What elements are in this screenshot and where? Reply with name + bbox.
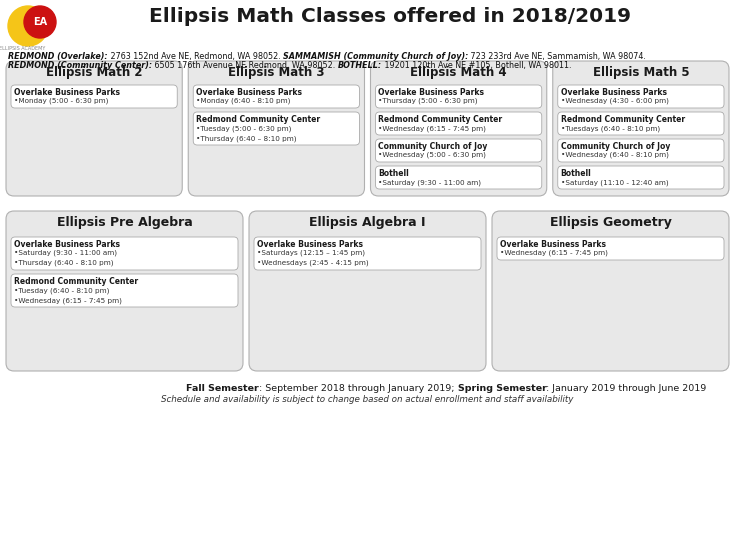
FancyBboxPatch shape	[6, 61, 182, 196]
Text: 2763 152nd Ave NE, Redmond, WA 98052.: 2763 152nd Ave NE, Redmond, WA 98052.	[107, 52, 283, 61]
Text: •Thursday (5:00 - 6:30 pm): •Thursday (5:00 - 6:30 pm)	[379, 98, 478, 105]
Text: Ellipsis Math 2: Ellipsis Math 2	[46, 66, 143, 79]
FancyBboxPatch shape	[558, 112, 724, 135]
Text: •Tuesdays (6:40 - 8:10 pm): •Tuesdays (6:40 - 8:10 pm)	[561, 125, 660, 132]
Text: ELLIPSIS ACADEMY: ELLIPSIS ACADEMY	[0, 46, 45, 51]
Text: •Wednesday (4:30 - 6:00 pm): •Wednesday (4:30 - 6:00 pm)	[561, 98, 669, 105]
Text: Community Church of Joy: Community Church of Joy	[561, 142, 670, 151]
FancyBboxPatch shape	[249, 211, 486, 371]
Circle shape	[8, 6, 48, 46]
Text: •Saturdays (12:15 – 1:45 pm): •Saturdays (12:15 – 1:45 pm)	[257, 250, 365, 256]
Text: EA: EA	[33, 17, 47, 27]
Text: REDMOND (Overlake):: REDMOND (Overlake):	[8, 52, 107, 61]
Text: •Thursday (6:40 – 8:10 pm): •Thursday (6:40 – 8:10 pm)	[196, 135, 297, 141]
FancyBboxPatch shape	[558, 139, 724, 162]
FancyBboxPatch shape	[193, 112, 359, 145]
Text: Ellipsis Pre Algebra: Ellipsis Pre Algebra	[57, 216, 193, 229]
Text: Overlake Business Parks: Overlake Business Parks	[257, 240, 363, 249]
Text: •Wednesday (6:15 - 7:45 pm): •Wednesday (6:15 - 7:45 pm)	[379, 125, 487, 132]
Text: •Saturday (11:10 - 12:40 am): •Saturday (11:10 - 12:40 am)	[561, 179, 668, 186]
FancyBboxPatch shape	[558, 85, 724, 108]
Text: Redmond Community Center: Redmond Community Center	[561, 115, 685, 124]
Text: •Wednesday (6:15 - 7:45 pm): •Wednesday (6:15 - 7:45 pm)	[14, 297, 122, 304]
Text: Overlake Business Parks: Overlake Business Parks	[561, 88, 667, 97]
FancyBboxPatch shape	[553, 61, 729, 196]
Text: Ellipsis Math Classes offered in 2018/2019: Ellipsis Math Classes offered in 2018/20…	[149, 7, 631, 26]
FancyBboxPatch shape	[254, 237, 481, 270]
Text: •Saturday (9:30 - 11:00 am): •Saturday (9:30 - 11:00 am)	[379, 179, 481, 186]
Text: BOTHELL:: BOTHELL:	[338, 61, 382, 70]
FancyBboxPatch shape	[370, 61, 547, 196]
FancyBboxPatch shape	[376, 139, 542, 162]
Text: : January 2019 through June 2019: : January 2019 through June 2019	[546, 384, 706, 393]
Text: •Saturday (9:30 - 11:00 am): •Saturday (9:30 - 11:00 am)	[14, 250, 117, 256]
Text: REDMOND (Community Center):: REDMOND (Community Center):	[8, 61, 152, 70]
Text: Community Church of Joy: Community Church of Joy	[379, 142, 488, 151]
Text: Redmond Community Center: Redmond Community Center	[379, 115, 503, 124]
Text: Ellipsis Math 4: Ellipsis Math 4	[410, 66, 507, 79]
Text: Overlake Business Parks: Overlake Business Parks	[500, 240, 606, 249]
Text: Redmond Community Center: Redmond Community Center	[14, 277, 138, 286]
FancyBboxPatch shape	[376, 166, 542, 189]
FancyBboxPatch shape	[376, 112, 542, 135]
Text: 723 233rd Ave NE, Sammamish, WA 98074.: 723 233rd Ave NE, Sammamish, WA 98074.	[468, 52, 646, 61]
Text: Overlake Business Parks: Overlake Business Parks	[14, 88, 120, 97]
Text: Bothell: Bothell	[379, 169, 409, 178]
FancyBboxPatch shape	[492, 211, 729, 371]
Text: Ellipsis Math 3: Ellipsis Math 3	[228, 66, 325, 79]
Text: •Tuesday (5:00 - 6:30 pm): •Tuesday (5:00 - 6:30 pm)	[196, 125, 292, 132]
FancyBboxPatch shape	[11, 237, 238, 270]
Text: •Thursday (6:40 - 8:10 pm): •Thursday (6:40 - 8:10 pm)	[14, 260, 113, 266]
Circle shape	[24, 6, 56, 38]
FancyBboxPatch shape	[11, 274, 238, 307]
Text: Overlake Business Parks: Overlake Business Parks	[196, 88, 302, 97]
Text: •Tuesday (6:40 - 8:10 pm): •Tuesday (6:40 - 8:10 pm)	[14, 287, 110, 294]
FancyBboxPatch shape	[193, 85, 359, 108]
Text: •Wednesday (5:00 - 6:30 pm): •Wednesday (5:00 - 6:30 pm)	[379, 152, 487, 158]
FancyBboxPatch shape	[558, 166, 724, 189]
Text: Fall Semester: Fall Semester	[187, 384, 259, 393]
FancyBboxPatch shape	[376, 85, 542, 108]
Text: Redmond Community Center: Redmond Community Center	[196, 115, 320, 124]
Text: Ellipsis Algebra I: Ellipsis Algebra I	[309, 216, 426, 229]
Text: 6505 176th Avenue NE Redmond, WA 98052.: 6505 176th Avenue NE Redmond, WA 98052.	[152, 61, 338, 70]
FancyBboxPatch shape	[11, 85, 177, 108]
Text: Bothell: Bothell	[561, 169, 592, 178]
Text: Schedule and availability is subject to change based on actual enrollment and st: Schedule and availability is subject to …	[161, 395, 573, 404]
Text: •Wednesday (6:15 - 7:45 pm): •Wednesday (6:15 - 7:45 pm)	[500, 250, 608, 256]
Text: •Monday (6:40 - 8:10 pm): •Monday (6:40 - 8:10 pm)	[196, 98, 290, 105]
FancyBboxPatch shape	[6, 211, 243, 371]
Text: SAMMAMISH (Community Church of Joy):: SAMMAMISH (Community Church of Joy):	[283, 52, 468, 61]
Text: •Wednesdays (2:45 - 4:15 pm): •Wednesdays (2:45 - 4:15 pm)	[257, 260, 369, 266]
Text: 19201 120th Ave NE #105, Bothell, WA 98011.: 19201 120th Ave NE #105, Bothell, WA 980…	[382, 61, 572, 70]
FancyBboxPatch shape	[497, 237, 724, 260]
Text: Ellipsis Math 5: Ellipsis Math 5	[592, 66, 689, 79]
Text: Ellipsis Geometry: Ellipsis Geometry	[550, 216, 672, 229]
Text: •Monday (5:00 - 6:30 pm): •Monday (5:00 - 6:30 pm)	[14, 98, 108, 105]
Text: Overlake Business Parks: Overlake Business Parks	[14, 240, 120, 249]
Text: : September 2018 through January 2019;: : September 2018 through January 2019;	[259, 384, 458, 393]
FancyBboxPatch shape	[188, 61, 365, 196]
Text: Overlake Business Parks: Overlake Business Parks	[379, 88, 484, 97]
Text: Spring Semester: Spring Semester	[458, 384, 546, 393]
Text: •Wednesday (6:40 - 8:10 pm): •Wednesday (6:40 - 8:10 pm)	[561, 152, 669, 158]
